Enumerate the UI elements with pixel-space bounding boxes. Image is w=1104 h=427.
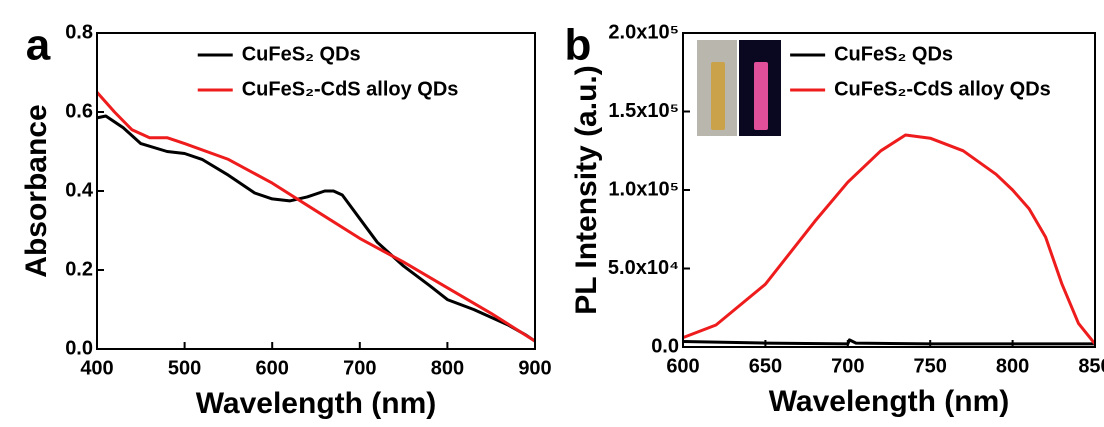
x-tick-label: 750 (914, 355, 947, 377)
y-tick-label: 0.4 (65, 179, 94, 201)
y-tick-label: 0.0 (65, 337, 93, 359)
x-tick-label: 600 (256, 357, 289, 379)
x-tick-label: 400 (80, 357, 113, 379)
y-tick-label: 0.2 (65, 258, 93, 280)
vial-glow (754, 62, 768, 130)
x-axis-title: Wavelength (nm) (196, 387, 437, 420)
plot-frame (96, 32, 536, 350)
x-tick-label: 600 (666, 355, 699, 377)
y-tick-label: 2.0x10⁵ (608, 21, 679, 43)
y-tick-label: 1.0x10⁵ (608, 178, 679, 200)
x-tick-label: 900 (518, 357, 551, 379)
legend-label: CuFeS₂-CdS alloy QDs (834, 78, 1051, 100)
vial-liquid (711, 62, 725, 130)
panel-label: b (565, 21, 592, 70)
x-tick-label: 500 (168, 357, 201, 379)
y-tick-label: 1.5x10⁵ (608, 100, 679, 122)
y-tick-label: 0.6 (65, 100, 93, 122)
x-tick-label: 700 (831, 355, 864, 377)
plot-frame (682, 32, 1096, 348)
y-tick-label: 5.0x10⁴ (608, 257, 679, 279)
legend-label: CuFeS₂ QDs (834, 43, 953, 65)
x-tick-label: 700 (343, 357, 376, 379)
inset-photo (697, 40, 781, 136)
y-axis-title: Absorbance (20, 104, 53, 277)
legend-label: CuFeS₂-CdS alloy QDs (242, 78, 459, 100)
x-tick-label: 800 (431, 357, 464, 379)
panel-label: a (26, 21, 51, 70)
legend-label: CuFeS₂ QDs (242, 43, 361, 65)
x-tick-label: 800 (996, 355, 1029, 377)
y-tick-label: 0.0 (651, 335, 679, 357)
series-line (96, 114, 536, 343)
x-tick-label: 850 (1078, 355, 1104, 377)
x-tick-label: 650 (749, 355, 782, 377)
series-line (682, 133, 1097, 345)
y-tick-label: 0.8 (65, 21, 93, 43)
y-axis-title: PL Intensity (a.u.) (570, 65, 603, 314)
x-axis-title: Wavelength (nm) (769, 385, 1010, 418)
series-line (95, 91, 536, 343)
series-line (682, 338, 1095, 346)
